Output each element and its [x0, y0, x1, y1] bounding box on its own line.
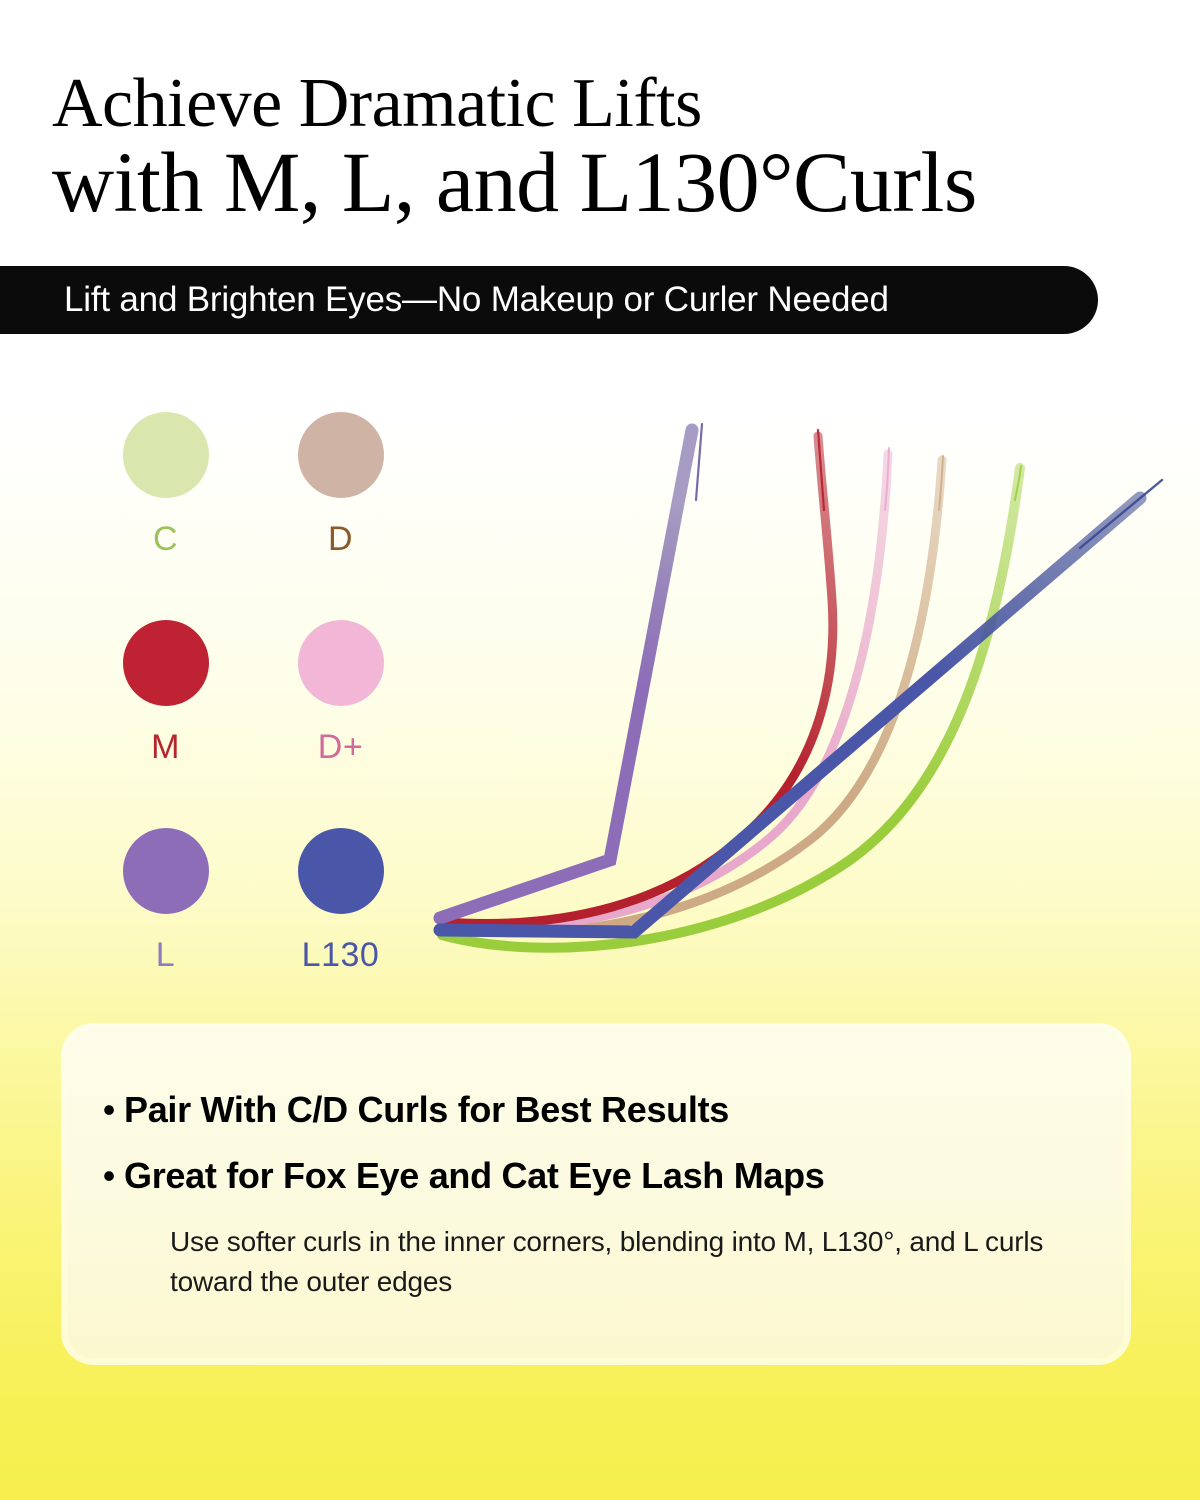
legend-item-d[interactable]: D — [253, 412, 428, 620]
legend-item-m[interactable]: M — [78, 620, 253, 828]
legend-label-l: L — [155, 936, 176, 974]
swatch-d — [297, 412, 384, 498]
tips-bullet-2: Great for Fox Eye and Cat Eye Lash Maps — [124, 1155, 825, 1196]
lash-curve-d — [439, 455, 947, 938]
legend-item-l[interactable]: L — [78, 828, 253, 1036]
legend-item-c[interactable]: C — [78, 412, 253, 620]
tips-note: Use softer curls in the inner corners, b… — [170, 1226, 1044, 1297]
tips-card: • Pair With C/D Curls for Best Results •… — [68, 1030, 1124, 1358]
tips-bullet-list: • Pair With C/D Curls for Best Results •… — [94, 1088, 1098, 1302]
swatch-m — [122, 620, 209, 706]
swatch-l130 — [297, 828, 384, 914]
legend-label-m: M — [151, 728, 180, 766]
swatch-c — [122, 412, 209, 498]
bullet-dot-icon: • — [102, 1155, 116, 1196]
lash-curve-l — [433, 422, 704, 925]
legend-label-d: D — [327, 520, 354, 558]
subtitle-banner: Lift and Brighten Eyes—No Makeup or Curl… — [0, 266, 1098, 334]
legend-row: M D+ — [78, 620, 428, 828]
title-block: Achieve Dramatic Lifts with M, L, and L1… — [52, 65, 1182, 231]
subtitle-banner-text: Lift and Brighten Eyes—No Makeup or Curl… — [64, 280, 889, 319]
lash-curve-m — [439, 428, 838, 928]
lash-curve-l130 — [433, 478, 1164, 939]
legend-label-d-plus: D+ — [317, 728, 364, 766]
bullet-dot-icon: • — [102, 1089, 116, 1130]
legend-item-dplus[interactable]: D+ — [253, 620, 428, 828]
legend-row: C D — [78, 412, 428, 620]
lash-curve-c — [437, 463, 1025, 953]
lash-curl-diagram — [420, 390, 1190, 970]
tips-bullet-1: Pair With C/D Curls for Best Results — [124, 1089, 729, 1130]
page-title-line-2: with M, L, and L130°Curls — [52, 134, 977, 231]
lash-curve-d-plus — [439, 447, 893, 932]
swatch-l — [122, 828, 209, 914]
lash-curl-svg — [433, 422, 1164, 953]
legend-item-l130[interactable]: L130 — [253, 828, 428, 1036]
curl-legend: C D M D+ L L130 — [78, 412, 428, 1036]
legend-label-l130: L130 — [301, 936, 380, 974]
swatch-d-plus — [297, 620, 384, 706]
legend-label-c: C — [152, 520, 179, 558]
list-item: • Pair With C/D Curls for Best Results — [94, 1088, 1098, 1132]
list-item: • Great for Fox Eye and Cat Eye Lash Map… — [94, 1154, 1098, 1198]
page-title-line-1: Achieve Dramatic Lifts — [52, 65, 702, 142]
legend-row: L L130 — [78, 828, 428, 1036]
